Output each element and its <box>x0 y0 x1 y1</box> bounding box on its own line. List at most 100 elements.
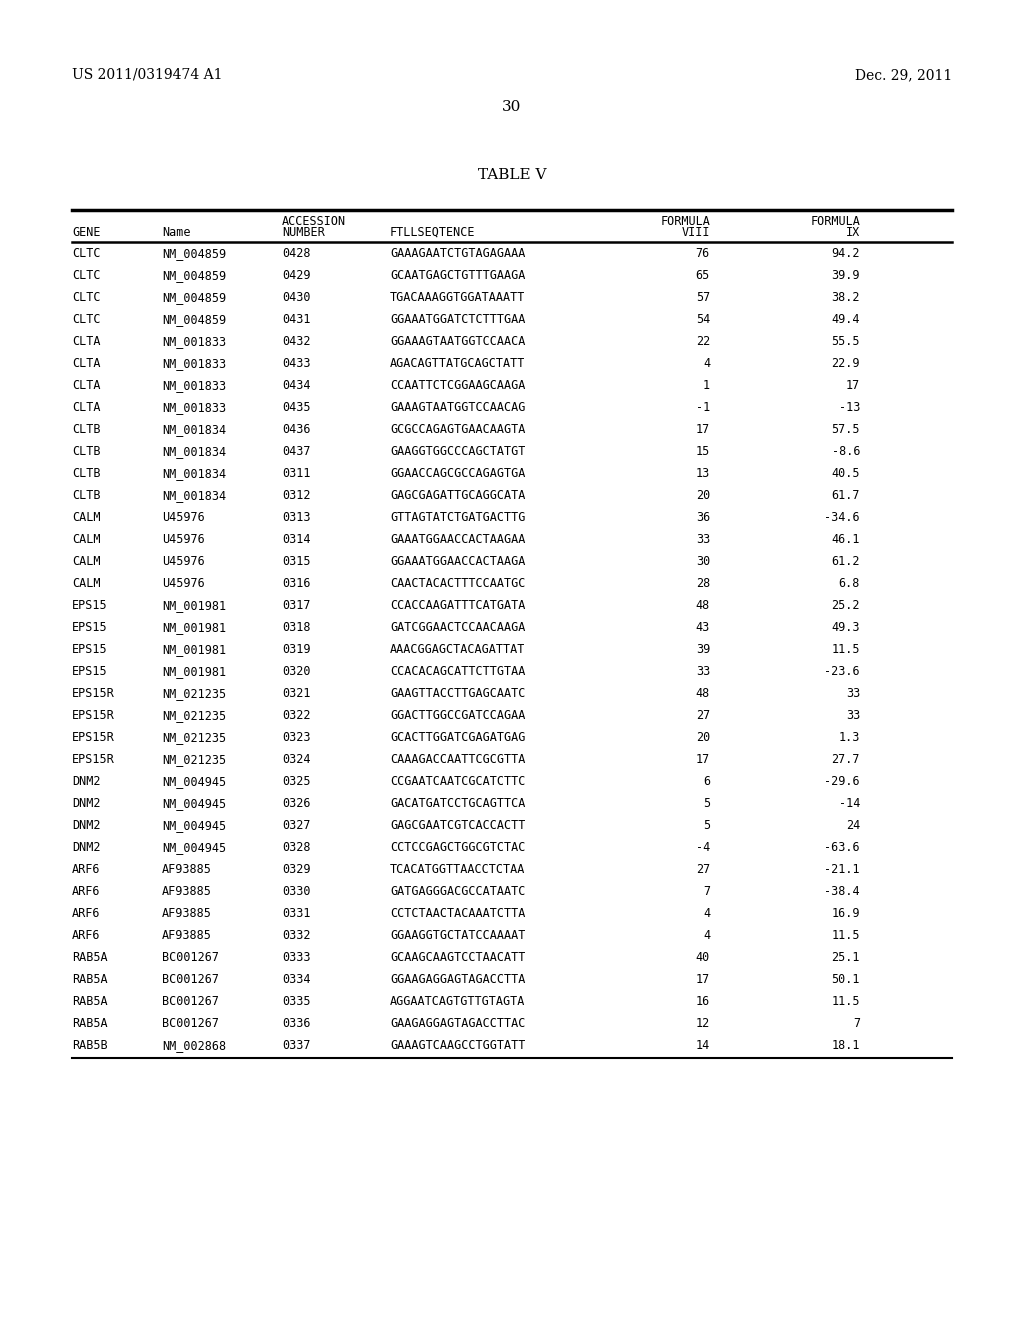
Text: NM_004859: NM_004859 <box>162 269 226 282</box>
Text: GTTAGTATCTGATGACTTG: GTTAGTATCTGATGACTTG <box>390 511 525 524</box>
Text: 5: 5 <box>702 818 710 832</box>
Text: DNM2: DNM2 <box>72 841 100 854</box>
Text: 12: 12 <box>695 1016 710 1030</box>
Text: -1: -1 <box>695 401 710 414</box>
Text: GAAGGTGGCCCAGCTATGT: GAAGGTGGCCCAGCTATGT <box>390 445 525 458</box>
Text: NM_002868: NM_002868 <box>162 1039 226 1052</box>
Text: RAB5B: RAB5B <box>72 1039 108 1052</box>
Text: 22.9: 22.9 <box>831 356 860 370</box>
Text: AF93885: AF93885 <box>162 907 212 920</box>
Text: 0333: 0333 <box>282 950 310 964</box>
Text: BC001267: BC001267 <box>162 950 219 964</box>
Text: CLTA: CLTA <box>72 335 100 348</box>
Text: ARF6: ARF6 <box>72 929 100 942</box>
Text: NM_004859: NM_004859 <box>162 290 226 304</box>
Text: CLTB: CLTB <box>72 422 100 436</box>
Text: 40.5: 40.5 <box>831 467 860 480</box>
Text: -21.1: -21.1 <box>824 863 860 876</box>
Text: NM_004859: NM_004859 <box>162 313 226 326</box>
Text: 0318: 0318 <box>282 620 310 634</box>
Text: 22: 22 <box>695 335 710 348</box>
Text: NM_001981: NM_001981 <box>162 599 226 612</box>
Text: GAAAGAATCTGTAGAGAAA: GAAAGAATCTGTAGAGAAA <box>390 247 525 260</box>
Text: NM_001981: NM_001981 <box>162 643 226 656</box>
Text: 11.5: 11.5 <box>831 929 860 942</box>
Text: 0325: 0325 <box>282 775 310 788</box>
Text: 30: 30 <box>695 554 710 568</box>
Text: 16: 16 <box>695 995 710 1008</box>
Text: GCGCCAGAGTGAACAAGTA: GCGCCAGAGTGAACAAGTA <box>390 422 525 436</box>
Text: 76: 76 <box>695 247 710 260</box>
Text: 0430: 0430 <box>282 290 310 304</box>
Text: US 2011/0319474 A1: US 2011/0319474 A1 <box>72 69 222 82</box>
Text: -14: -14 <box>839 797 860 810</box>
Text: 55.5: 55.5 <box>831 335 860 348</box>
Text: GAAAGTAATGGTCCAACAG: GAAAGTAATGGTCCAACAG <box>390 401 525 414</box>
Text: GAGCGAGATTGCAGGCATA: GAGCGAGATTGCAGGCATA <box>390 488 525 502</box>
Text: 65: 65 <box>695 269 710 282</box>
Text: NM_001834: NM_001834 <box>162 445 226 458</box>
Text: ARF6: ARF6 <box>72 884 100 898</box>
Text: Name: Name <box>162 226 190 239</box>
Text: 4: 4 <box>702 356 710 370</box>
Text: 0435: 0435 <box>282 401 310 414</box>
Text: 0335: 0335 <box>282 995 310 1008</box>
Text: 39.9: 39.9 <box>831 269 860 282</box>
Text: NM_004945: NM_004945 <box>162 797 226 810</box>
Text: GGAAATGGATCTCTTTGAA: GGAAATGGATCTCTTTGAA <box>390 313 525 326</box>
Text: AF93885: AF93885 <box>162 884 212 898</box>
Text: 1: 1 <box>702 379 710 392</box>
Text: CLTC: CLTC <box>72 313 100 326</box>
Text: NM_004945: NM_004945 <box>162 775 226 788</box>
Text: 94.2: 94.2 <box>831 247 860 260</box>
Text: 0327: 0327 <box>282 818 310 832</box>
Text: BC001267: BC001267 <box>162 973 219 986</box>
Text: GAAAGTCAAGCCTGGTATT: GAAAGTCAAGCCTGGTATT <box>390 1039 525 1052</box>
Text: BC001267: BC001267 <box>162 995 219 1008</box>
Text: 11.5: 11.5 <box>831 995 860 1008</box>
Text: 18.1: 18.1 <box>831 1039 860 1052</box>
Text: 15: 15 <box>695 445 710 458</box>
Text: 33: 33 <box>695 665 710 678</box>
Text: EPS15R: EPS15R <box>72 731 115 744</box>
Text: AGACAGTTATGCAGCTATT: AGACAGTTATGCAGCTATT <box>390 356 525 370</box>
Text: 30: 30 <box>503 100 521 114</box>
Text: NM_001833: NM_001833 <box>162 356 226 370</box>
Text: GGAACCAGCGCCAGAGTGA: GGAACCAGCGCCAGAGTGA <box>390 467 525 480</box>
Text: 25.2: 25.2 <box>831 599 860 612</box>
Text: CLTB: CLTB <box>72 467 100 480</box>
Text: 33: 33 <box>846 709 860 722</box>
Text: 13: 13 <box>695 467 710 480</box>
Text: GAAGTTACCTTGAGCAATC: GAAGTTACCTTGAGCAATC <box>390 686 525 700</box>
Text: GGAAATGGAACCACTAAGA: GGAAATGGAACCACTAAGA <box>390 554 525 568</box>
Text: 0323: 0323 <box>282 731 310 744</box>
Text: 61.7: 61.7 <box>831 488 860 502</box>
Text: CCAATTCTCGGAAGCAAGA: CCAATTCTCGGAAGCAAGA <box>390 379 525 392</box>
Text: NM_001834: NM_001834 <box>162 488 226 502</box>
Text: CALM: CALM <box>72 533 100 546</box>
Text: 48: 48 <box>695 686 710 700</box>
Text: NM_001833: NM_001833 <box>162 401 226 414</box>
Text: CLTA: CLTA <box>72 401 100 414</box>
Text: -8.6: -8.6 <box>831 445 860 458</box>
Text: ARF6: ARF6 <box>72 907 100 920</box>
Text: 0432: 0432 <box>282 335 310 348</box>
Text: NM_021235: NM_021235 <box>162 752 226 766</box>
Text: ARF6: ARF6 <box>72 863 100 876</box>
Text: CLTC: CLTC <box>72 247 100 260</box>
Text: GCAAGCAAGTCCTAACATT: GCAAGCAAGTCCTAACATT <box>390 950 525 964</box>
Text: 0337: 0337 <box>282 1039 310 1052</box>
Text: AGGAATCAGTGTTGTAGTA: AGGAATCAGTGTTGTAGTA <box>390 995 525 1008</box>
Text: 0437: 0437 <box>282 445 310 458</box>
Text: 27: 27 <box>695 863 710 876</box>
Text: EPS15: EPS15 <box>72 643 108 656</box>
Text: CLTC: CLTC <box>72 290 100 304</box>
Text: CLTA: CLTA <box>72 379 100 392</box>
Text: CCACACAGCATTCTTGTAA: CCACACAGCATTCTTGTAA <box>390 665 525 678</box>
Text: ACCESSION: ACCESSION <box>282 215 346 228</box>
Text: 4: 4 <box>702 907 710 920</box>
Text: GAAATGGAACCACTAAGAA: GAAATGGAACCACTAAGAA <box>390 533 525 546</box>
Text: 0317: 0317 <box>282 599 310 612</box>
Text: TCACATGGTTAACCTCTAA: TCACATGGTTAACCTCTAA <box>390 863 525 876</box>
Text: U45976: U45976 <box>162 554 205 568</box>
